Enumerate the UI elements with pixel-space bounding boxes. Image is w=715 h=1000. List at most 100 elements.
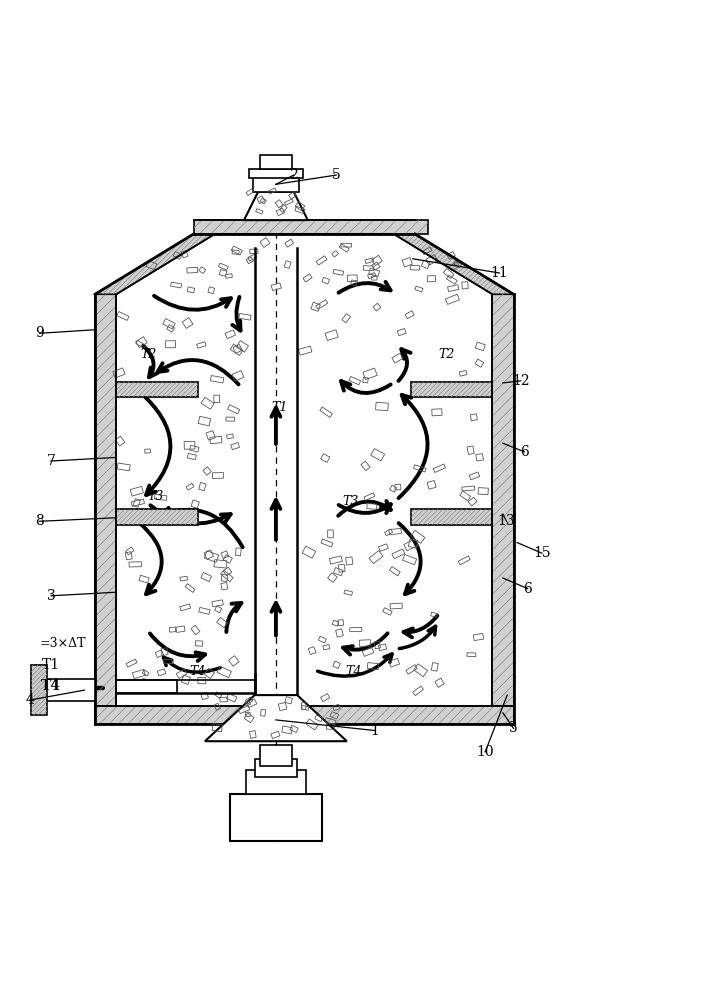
Bar bbox=[212, 472, 224, 478]
Bar bbox=[231, 442, 240, 450]
Bar bbox=[427, 481, 436, 489]
Bar bbox=[260, 155, 292, 169]
Bar bbox=[363, 377, 368, 383]
Bar bbox=[462, 486, 475, 491]
Bar bbox=[435, 678, 444, 687]
Bar bbox=[350, 627, 362, 632]
Bar bbox=[230, 344, 243, 355]
Bar bbox=[154, 494, 167, 500]
Bar bbox=[316, 256, 327, 265]
Bar bbox=[269, 188, 276, 194]
Bar bbox=[282, 726, 292, 734]
Bar bbox=[345, 557, 352, 565]
Bar bbox=[395, 484, 401, 490]
Bar bbox=[214, 395, 220, 403]
Bar bbox=[469, 472, 480, 480]
Bar bbox=[335, 629, 343, 637]
Bar bbox=[246, 189, 254, 196]
Bar bbox=[217, 617, 227, 628]
Bar bbox=[260, 745, 292, 766]
Polygon shape bbox=[205, 695, 347, 741]
Bar bbox=[320, 407, 332, 417]
Bar bbox=[298, 346, 312, 355]
Bar bbox=[201, 692, 208, 700]
Bar bbox=[398, 328, 406, 336]
Bar bbox=[308, 647, 316, 655]
Bar bbox=[41, 679, 95, 701]
Text: 6: 6 bbox=[520, 445, 528, 459]
Bar bbox=[449, 262, 459, 271]
Bar bbox=[198, 678, 206, 684]
Bar bbox=[245, 712, 250, 717]
Bar bbox=[130, 486, 144, 496]
Bar bbox=[136, 340, 146, 349]
Bar bbox=[390, 485, 397, 492]
Bar bbox=[239, 706, 250, 714]
Bar bbox=[223, 555, 232, 563]
Bar bbox=[332, 620, 339, 626]
Bar bbox=[478, 488, 488, 495]
Bar bbox=[197, 342, 206, 348]
Bar bbox=[256, 209, 263, 214]
Bar bbox=[126, 659, 137, 667]
Bar bbox=[327, 573, 337, 582]
Bar bbox=[431, 663, 438, 671]
Bar bbox=[176, 626, 185, 632]
Bar bbox=[475, 342, 485, 351]
Bar bbox=[406, 665, 418, 674]
Bar bbox=[133, 499, 140, 507]
Bar bbox=[372, 276, 377, 280]
Bar bbox=[206, 431, 215, 440]
Bar bbox=[338, 620, 344, 626]
Text: 5: 5 bbox=[509, 721, 518, 735]
Bar bbox=[330, 556, 342, 564]
Bar bbox=[390, 567, 400, 576]
Bar bbox=[367, 504, 377, 509]
Bar bbox=[232, 371, 244, 381]
Polygon shape bbox=[95, 234, 215, 294]
Bar bbox=[302, 703, 306, 709]
Bar bbox=[210, 376, 224, 383]
Bar bbox=[199, 482, 206, 491]
Polygon shape bbox=[410, 382, 493, 397]
Bar bbox=[214, 692, 222, 698]
Text: 3: 3 bbox=[46, 589, 55, 603]
Bar bbox=[403, 555, 417, 565]
Bar bbox=[122, 682, 136, 692]
Bar bbox=[214, 703, 220, 710]
Bar bbox=[255, 759, 297, 777]
Bar bbox=[320, 694, 330, 702]
Polygon shape bbox=[95, 294, 117, 706]
Bar bbox=[378, 544, 388, 551]
Text: 4: 4 bbox=[25, 693, 34, 707]
Bar bbox=[248, 254, 257, 261]
Bar bbox=[369, 268, 380, 276]
Bar bbox=[144, 449, 151, 453]
Bar bbox=[306, 719, 318, 730]
Bar bbox=[327, 530, 333, 538]
Bar bbox=[229, 656, 239, 666]
Bar bbox=[220, 570, 233, 582]
Bar bbox=[249, 169, 303, 178]
Bar bbox=[161, 648, 168, 656]
Bar bbox=[187, 453, 197, 460]
Bar bbox=[433, 464, 445, 472]
Bar bbox=[117, 463, 130, 471]
Bar bbox=[191, 625, 200, 635]
Bar bbox=[181, 250, 188, 258]
Bar bbox=[139, 681, 151, 692]
Bar bbox=[220, 269, 227, 276]
Bar bbox=[208, 287, 214, 294]
Bar bbox=[378, 644, 387, 651]
Bar bbox=[302, 546, 316, 558]
Polygon shape bbox=[493, 294, 513, 706]
Text: 8: 8 bbox=[35, 514, 44, 528]
Bar bbox=[369, 551, 383, 564]
Bar bbox=[365, 258, 374, 264]
Text: 5: 5 bbox=[332, 168, 340, 182]
Bar bbox=[173, 252, 182, 259]
Bar bbox=[411, 530, 425, 543]
Bar bbox=[260, 709, 265, 716]
Bar bbox=[189, 445, 199, 452]
Bar bbox=[414, 664, 428, 677]
